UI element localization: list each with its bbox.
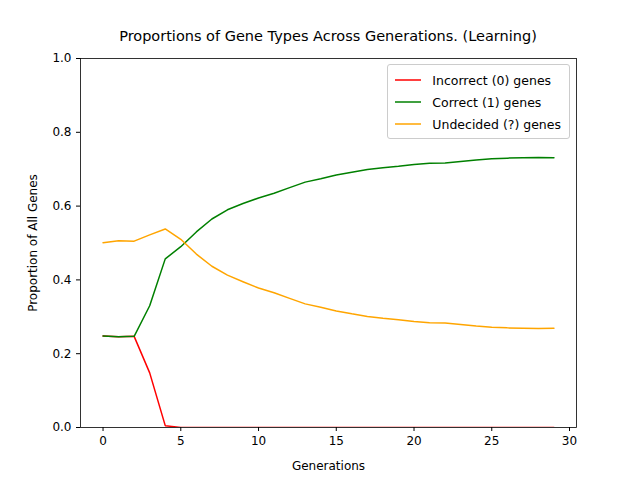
svg-text:0.0: 0.0 — [52, 420, 71, 434]
html-text:Proportions of Gene Types Acro: Proportions of Gene Types Across Generat… — [119, 28, 537, 44]
svg-text:20: 20 — [406, 434, 421, 448]
svg-text:Generations: Generations — [292, 459, 365, 473]
svg-text:25: 25 — [484, 434, 499, 448]
svg-text:Proportion of All Genes: Proportion of All Genes — [26, 174, 40, 312]
svg-text:15: 15 — [329, 434, 344, 448]
html-text:Correct (1) genes: Correct (1) genes — [432, 94, 542, 110]
svg-text:0.4: 0.4 — [52, 273, 71, 287]
svg-text:30: 30 — [562, 434, 577, 448]
svg-text:1.0: 1.0 — [52, 51, 71, 65]
svg-text:0: 0 — [99, 434, 107, 448]
svg-text:0.8: 0.8 — [52, 125, 71, 139]
svg-text:10: 10 — [251, 434, 266, 448]
svg-text:0.2: 0.2 — [52, 347, 71, 361]
html-text:Incorrect (0) genes: Incorrect (0) genes — [432, 72, 552, 88]
svg-text:0.6: 0.6 — [52, 199, 71, 213]
html-text:Undecided (?) genes: Undecided (?) genes — [432, 116, 561, 132]
svg-text:5: 5 — [177, 434, 185, 448]
